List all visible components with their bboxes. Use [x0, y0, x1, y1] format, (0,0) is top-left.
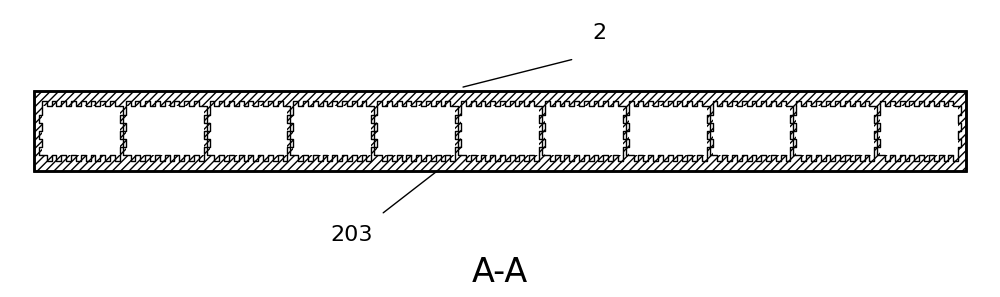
Bar [34, 91, 966, 171]
Bar [210, 106, 287, 155]
Bar [126, 106, 204, 155]
Text: A-A: A-A [472, 256, 528, 289]
Text: 2: 2 [592, 23, 606, 43]
Text: 203: 203 [330, 225, 372, 245]
Bar [34, 91, 966, 171]
Bar [880, 106, 958, 155]
Bar [42, 106, 120, 155]
Bar [629, 106, 707, 155]
Bar [377, 106, 455, 155]
Bar [796, 106, 874, 155]
Bar [461, 106, 539, 155]
Bar [713, 106, 790, 155]
Bar [293, 106, 371, 155]
Bar [545, 106, 623, 155]
